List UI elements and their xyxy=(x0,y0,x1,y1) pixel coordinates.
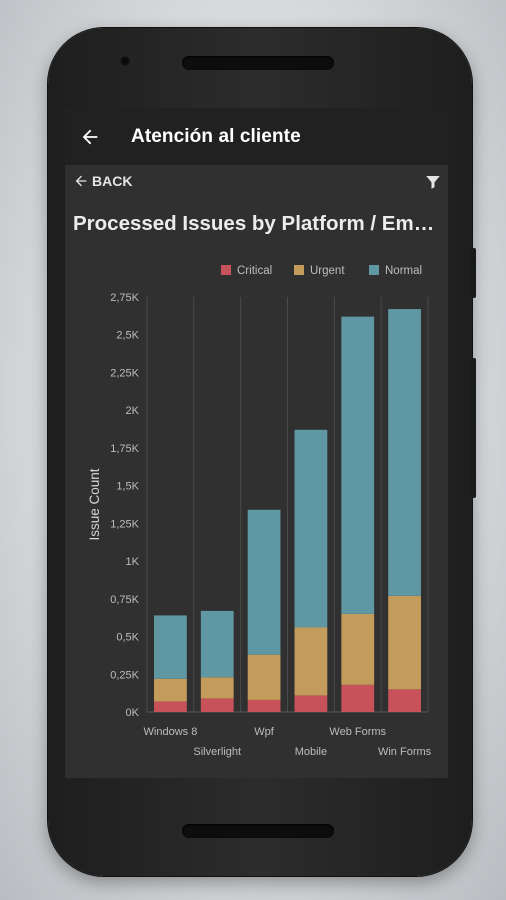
filter-icon[interactable] xyxy=(424,173,442,191)
camera-lens xyxy=(120,56,130,66)
app-title: Atención al cliente xyxy=(131,125,301,147)
bar-normal xyxy=(294,429,328,628)
power-button xyxy=(471,248,476,298)
bar-urgent xyxy=(154,678,187,702)
bar-normal xyxy=(247,509,281,655)
y-tick-label: 1,5K xyxy=(116,481,139,493)
x-tick-label: Wpf xyxy=(254,726,274,738)
y-tick-label: 0,25K xyxy=(110,669,139,681)
legend-swatch-normal xyxy=(369,265,379,275)
back-small-arrow-icon xyxy=(75,175,87,187)
chart-area: 0K 0,25K 0,5K 0,75K 1K 1,25K 1,5K 1,75K 2K 2,25K 2… xyxy=(87,265,432,758)
back-button[interactable]: BACK xyxy=(73,173,132,189)
bar-urgent xyxy=(200,677,234,699)
x-tick-label: Web Forms xyxy=(329,726,386,738)
x-tick-label: Win Forms xyxy=(378,746,432,758)
bar-urgent xyxy=(294,627,328,696)
legend-swatch-urgent xyxy=(294,265,304,275)
bar-critical xyxy=(154,701,187,712)
y-axis-label: Issue Count xyxy=(87,468,102,540)
bar-critical xyxy=(341,684,375,712)
y-tick-label: 0,5K xyxy=(116,632,139,644)
y-tick-label: 1K xyxy=(126,556,140,568)
app-bar: Atención al cliente xyxy=(65,108,448,165)
back-arrow-icon[interactable] xyxy=(79,126,101,148)
y-tick-label: 2K xyxy=(126,405,140,417)
legend-swatch-critical xyxy=(221,265,231,275)
bar-critical xyxy=(388,689,421,712)
y-tick-label: 2,75K xyxy=(110,292,139,304)
y-tick-label: 2,5K xyxy=(116,330,139,342)
bar-urgent xyxy=(388,595,421,690)
y-tick-label: 2,25K xyxy=(110,367,139,379)
back-label: BACK xyxy=(92,173,133,189)
bar-normal xyxy=(388,309,421,596)
y-tick-label: 0K xyxy=(126,707,140,719)
bar-normal xyxy=(341,316,375,614)
chart-title: Processed Issues by Platform / Emp... xyxy=(73,212,443,235)
x-tick-label: Silverlight xyxy=(193,746,241,758)
chart-toolbar: BACK xyxy=(65,165,448,205)
y-tick-label: 0,75K xyxy=(110,594,139,606)
bar-critical xyxy=(247,699,281,712)
bar-critical xyxy=(200,698,234,712)
bar-urgent xyxy=(247,654,281,700)
bottom-speaker xyxy=(182,824,334,838)
bar-urgent xyxy=(341,613,375,685)
bar-critical xyxy=(294,695,328,712)
volume-button xyxy=(471,358,476,498)
app-screen: Atención al cliente BACK Processed Issue… xyxy=(65,108,448,778)
x-tick-label: Windows 8 xyxy=(144,726,198,738)
legend-label-urgent: Urgent xyxy=(310,265,345,277)
bar-normal xyxy=(154,615,187,679)
top-speaker xyxy=(182,56,334,70)
legend-label-normal: Normal xyxy=(385,265,422,277)
y-tick-label: 1,75K xyxy=(110,443,139,455)
legend-label-critical: Critical xyxy=(237,265,272,277)
y-tick-label: 1,25K xyxy=(110,518,139,530)
bar-normal xyxy=(200,610,234,678)
x-tick-label: Mobile xyxy=(295,746,327,758)
